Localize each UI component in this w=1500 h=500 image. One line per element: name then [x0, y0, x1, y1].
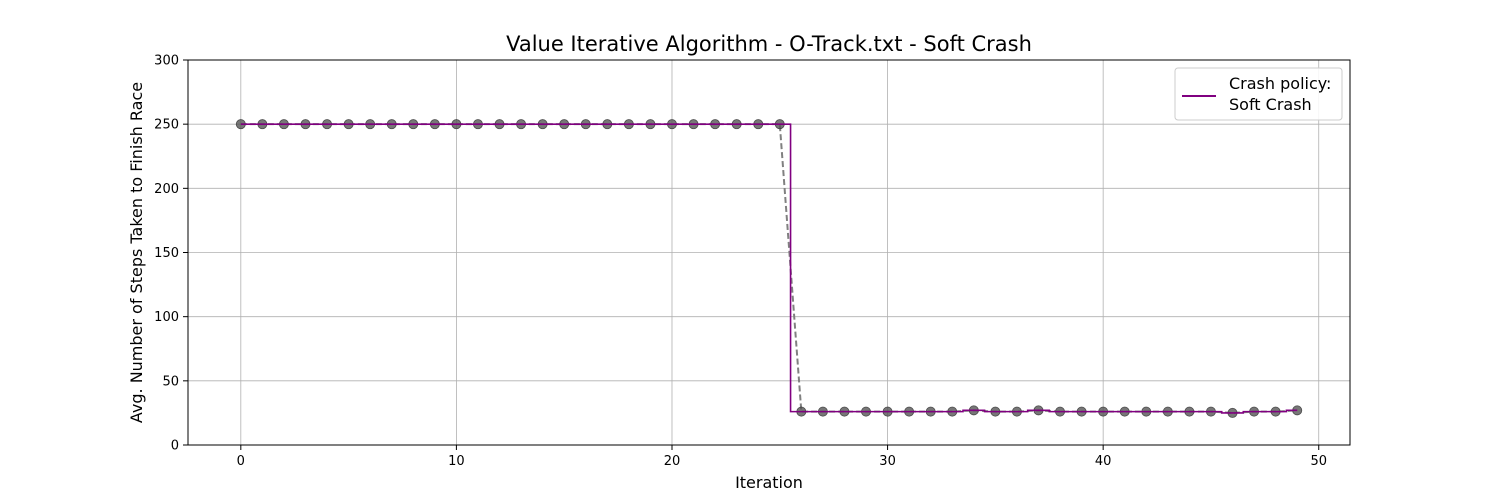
- y-tick-label: 50: [162, 374, 179, 389]
- x-tick-label: 10: [448, 454, 465, 469]
- y-tick-label: 150: [154, 246, 179, 261]
- y-tick-label: 0: [171, 439, 179, 454]
- x-axis-ticks: 0 10 20 30 40 50: [237, 445, 1327, 469]
- y-axis-ticks: 0 50 100 150 200 250 300: [154, 54, 188, 454]
- legend-title: Crash policy:: [1229, 74, 1331, 93]
- y-tick-label: 300: [154, 54, 179, 69]
- y-tick-label: 200: [154, 182, 179, 197]
- series-step-line: [240, 123, 1298, 414]
- series-dashed-line: [240, 123, 1298, 414]
- x-axis-title: Iteration: [735, 473, 803, 492]
- x-tick-label: 0: [237, 454, 245, 469]
- x-tick-label: 30: [879, 454, 896, 469]
- y-tick-label: 250: [154, 118, 179, 133]
- chart-title: Value Iterative Algorithm - O-Track.txt …: [506, 32, 1032, 56]
- y-tick-label: 100: [154, 310, 179, 325]
- legend-box: [1174, 67, 1343, 121]
- x-tick-label: 20: [664, 454, 681, 469]
- legend: Crash policy: Soft Crash: [1174, 67, 1343, 121]
- y-axis-title: Avg. Number of Steps Taken to Finish Rac…: [127, 82, 146, 423]
- plot-series: [235, 119, 1303, 418]
- x-tick-label: 50: [1310, 454, 1327, 469]
- legend-entry-label: Soft Crash: [1229, 95, 1312, 114]
- x-tick-label: 40: [1095, 454, 1112, 469]
